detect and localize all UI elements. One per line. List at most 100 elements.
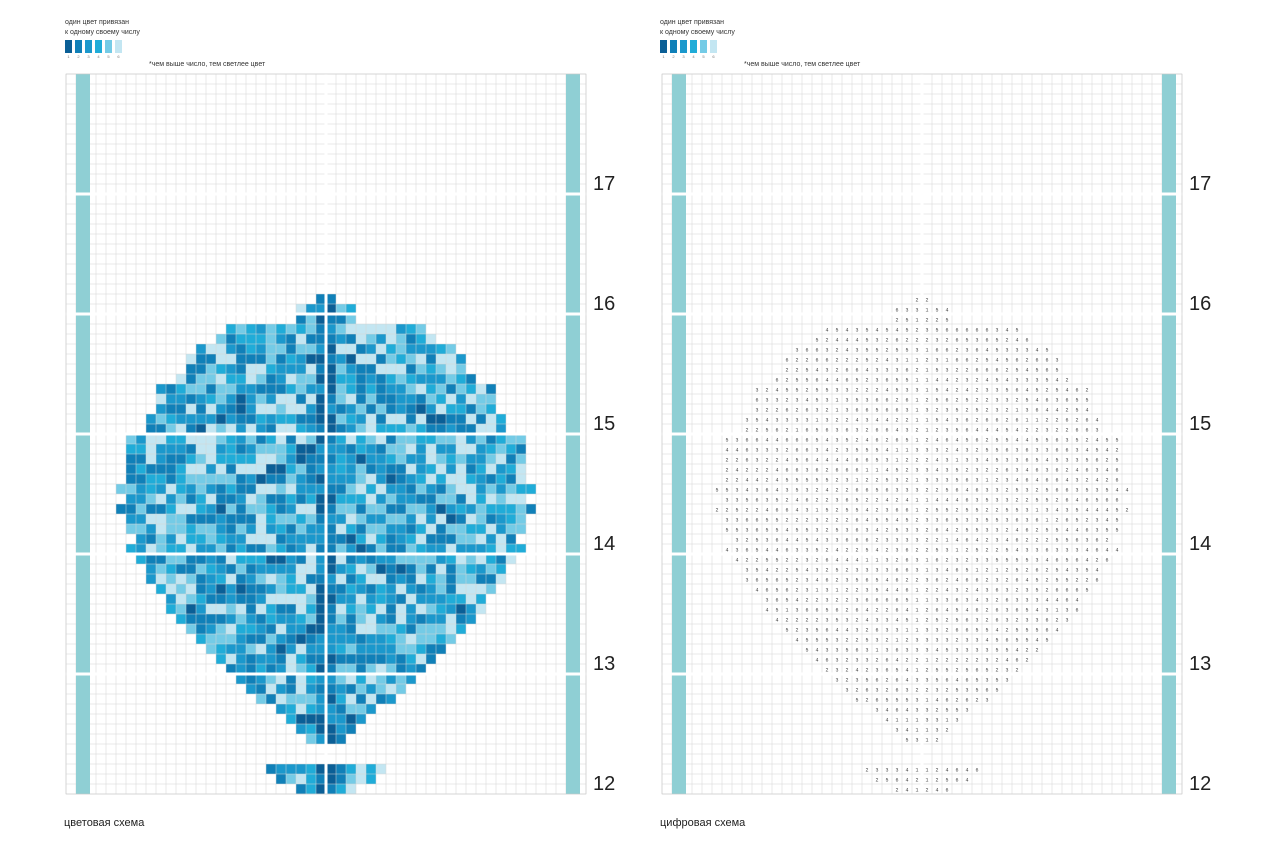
svg-text:6: 6 (905, 368, 908, 374)
svg-text:5: 5 (1035, 578, 1038, 584)
svg-text:2: 2 (865, 498, 868, 504)
svg-text:2: 2 (925, 588, 928, 594)
svg-text:1: 1 (1045, 518, 1048, 524)
svg-text:4: 4 (945, 568, 948, 574)
svg-text:3: 3 (1005, 588, 1008, 594)
svg-text:3: 3 (815, 408, 818, 414)
svg-text:3: 3 (885, 458, 888, 464)
svg-text:3: 3 (765, 398, 768, 404)
svg-text:6: 6 (855, 408, 858, 414)
svg-text:2: 2 (795, 588, 798, 594)
svg-text:4: 4 (845, 328, 848, 334)
svg-text:3: 3 (1025, 408, 1028, 414)
svg-text:5: 5 (905, 438, 908, 444)
svg-text:2: 2 (925, 508, 928, 514)
svg-text:5: 5 (1085, 588, 1088, 594)
svg-text:6: 6 (995, 588, 998, 594)
svg-text:2: 2 (995, 478, 998, 484)
svg-text:6: 6 (975, 368, 978, 374)
svg-text:3: 3 (885, 628, 888, 634)
svg-text:2: 2 (845, 358, 848, 364)
svg-text:2: 2 (935, 658, 938, 664)
svg-text:2: 2 (915, 328, 918, 334)
svg-text:5: 5 (885, 478, 888, 484)
svg-text:2: 2 (935, 318, 938, 324)
svg-text:6: 6 (965, 618, 968, 624)
swatch-5 (700, 40, 707, 53)
svg-text:1: 1 (785, 608, 788, 614)
svg-text:2: 2 (965, 558, 968, 564)
svg-text:6: 6 (985, 338, 988, 344)
svg-text:2: 2 (1025, 568, 1028, 574)
svg-text:5: 5 (795, 458, 798, 464)
svg-text:3: 3 (905, 648, 908, 654)
svg-text:3: 3 (1045, 468, 1048, 474)
svg-text:4: 4 (885, 708, 888, 714)
svg-text:4: 4 (1055, 508, 1058, 514)
svg-text:5: 5 (995, 638, 998, 644)
svg-text:2: 2 (1005, 368, 1008, 374)
svg-text:6: 6 (1095, 458, 1098, 464)
legend-numbers: 1 2 3 4 5 6 (660, 54, 735, 60)
svg-text:2: 2 (735, 458, 738, 464)
svg-text:3: 3 (1005, 498, 1008, 504)
svg-text:2: 2 (795, 578, 798, 584)
svg-text:2: 2 (825, 668, 828, 674)
svg-text:3: 3 (895, 538, 898, 544)
svg-text:5: 5 (725, 438, 728, 444)
svg-text:3: 3 (915, 528, 918, 534)
svg-text:3: 3 (875, 668, 878, 674)
svg-text:2: 2 (795, 518, 798, 524)
svg-text:5: 5 (1115, 518, 1118, 524)
svg-text:2: 2 (1005, 568, 1008, 574)
svg-text:3: 3 (895, 368, 898, 374)
svg-text:5: 5 (825, 608, 828, 614)
svg-text:4: 4 (1075, 528, 1078, 534)
legend-note: *чем выше число, тем светлее цвет (744, 61, 861, 68)
svg-text:3: 3 (925, 408, 928, 414)
svg-text:6: 6 (965, 418, 968, 424)
svg-text:1: 1 (905, 718, 908, 724)
svg-text:2: 2 (1045, 538, 1048, 544)
svg-text:5: 5 (905, 328, 908, 334)
svg-text:4: 4 (815, 538, 818, 544)
svg-text:5: 5 (935, 308, 938, 314)
svg-text:5: 5 (1095, 448, 1098, 454)
svg-text:6: 6 (945, 328, 948, 334)
svg-text:2: 2 (1075, 578, 1078, 584)
svg-text:6: 6 (1055, 448, 1058, 454)
svg-text:4: 4 (1035, 638, 1038, 644)
svg-text:3: 3 (965, 688, 968, 694)
svg-text:4: 4 (995, 428, 998, 434)
svg-text:3: 3 (865, 588, 868, 594)
svg-text:5: 5 (935, 328, 938, 334)
svg-text:2: 2 (1085, 478, 1088, 484)
svg-text:3: 3 (755, 458, 758, 464)
svg-text:3: 3 (985, 588, 988, 594)
svg-text:4: 4 (935, 698, 938, 704)
svg-text:1: 1 (915, 608, 918, 614)
svg-text:3: 3 (1095, 518, 1098, 524)
svg-text:3: 3 (1095, 428, 1098, 434)
svg-text:6: 6 (965, 358, 968, 364)
svg-text:6: 6 (895, 598, 898, 604)
svg-text:5: 5 (955, 468, 958, 474)
svg-text:2: 2 (1005, 578, 1008, 584)
svg-text:4: 4 (1035, 398, 1038, 404)
svg-text:3: 3 (925, 578, 928, 584)
svg-text:5: 5 (905, 348, 908, 354)
svg-text:5: 5 (815, 438, 818, 444)
svg-text:3: 3 (805, 508, 808, 514)
svg-text:1: 1 (915, 398, 918, 404)
svg-text:3: 3 (1045, 608, 1048, 614)
svg-text:2: 2 (725, 468, 728, 474)
svg-text:3: 3 (1095, 488, 1098, 494)
svg-text:3: 3 (945, 428, 948, 434)
svg-text:4: 4 (985, 638, 988, 644)
svg-text:2: 2 (805, 388, 808, 394)
svg-text:6: 6 (945, 698, 948, 704)
svg-text:5: 5 (1055, 578, 1058, 584)
svg-text:3: 3 (985, 388, 988, 394)
svg-text:2: 2 (935, 708, 938, 714)
svg-text:3: 3 (775, 448, 778, 454)
